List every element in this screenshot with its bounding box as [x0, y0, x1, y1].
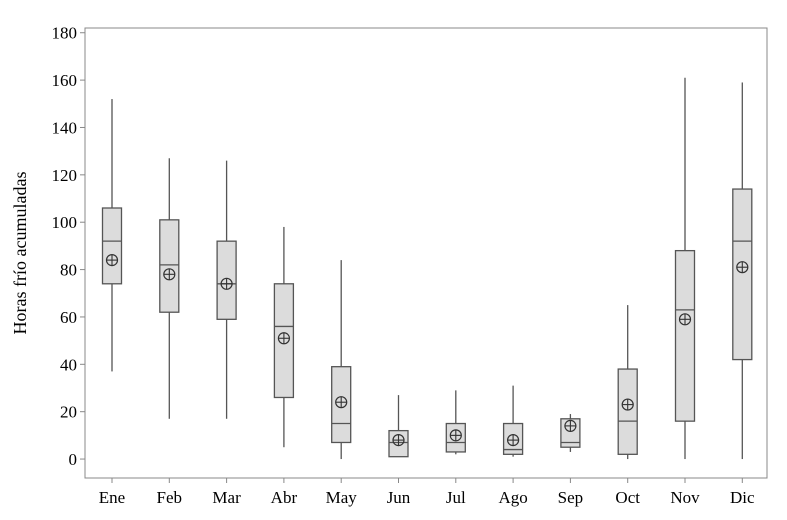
y-tick-label: 100 — [52, 213, 78, 232]
x-tick-label: Jun — [387, 488, 411, 507]
y-tick-label: 20 — [60, 403, 77, 422]
box-mar — [216, 160, 237, 419]
box-ago — [502, 385, 524, 457]
box-nov — [674, 77, 696, 460]
box-dic — [732, 82, 753, 460]
box-ene — [101, 99, 123, 372]
x-tick-label: Feb — [157, 488, 183, 507]
boxes-layer — [101, 77, 753, 460]
x-tick-label: Ene — [99, 488, 125, 507]
x-tick-label: Jul — [446, 488, 466, 507]
plot-area-frame — [84, 27, 768, 479]
y-tick-label: 160 — [52, 71, 78, 90]
y-tick-label: 120 — [52, 166, 78, 185]
x-tick-label: Nov — [670, 488, 700, 507]
interquartile-box — [617, 368, 638, 455]
box-jul — [445, 390, 466, 455]
y-tick-label: 180 — [52, 24, 78, 43]
x-tick-label: Abr — [271, 488, 298, 507]
y-tick-label: 140 — [52, 118, 78, 137]
interquartile-box — [732, 188, 753, 361]
box-may — [331, 260, 352, 460]
interquartile-box — [101, 207, 123, 285]
x-tick-label: Dic — [730, 488, 755, 507]
y-tick-label: 0 — [69, 450, 78, 469]
box-sep — [560, 414, 581, 452]
x-axis: Ene Feb Mar Abr May Jun Jul Ago Sep Oct Nov Dic — [99, 478, 755, 507]
box-feb — [159, 158, 180, 419]
interquartile-box — [159, 219, 180, 313]
y-tick-label: 40 — [60, 355, 77, 374]
x-tick-label: Ago — [498, 488, 527, 507]
x-tick-label: Sep — [558, 488, 584, 507]
box-jun — [388, 395, 409, 458]
box-oct — [617, 305, 638, 460]
y-tick-label: 60 — [60, 308, 77, 327]
y-axis: 0 20 40 60 80 100 120 140 160 180 — [52, 24, 85, 469]
y-axis-title: Horas frío acumuladas — [10, 172, 30, 335]
y-tick-label: 80 — [60, 261, 77, 280]
x-tick-label: Mar — [212, 488, 241, 507]
x-tick-label: Oct — [615, 488, 640, 507]
box-abr — [273, 226, 295, 448]
x-tick-label: May — [326, 488, 358, 507]
interquartile-box — [674, 249, 696, 422]
